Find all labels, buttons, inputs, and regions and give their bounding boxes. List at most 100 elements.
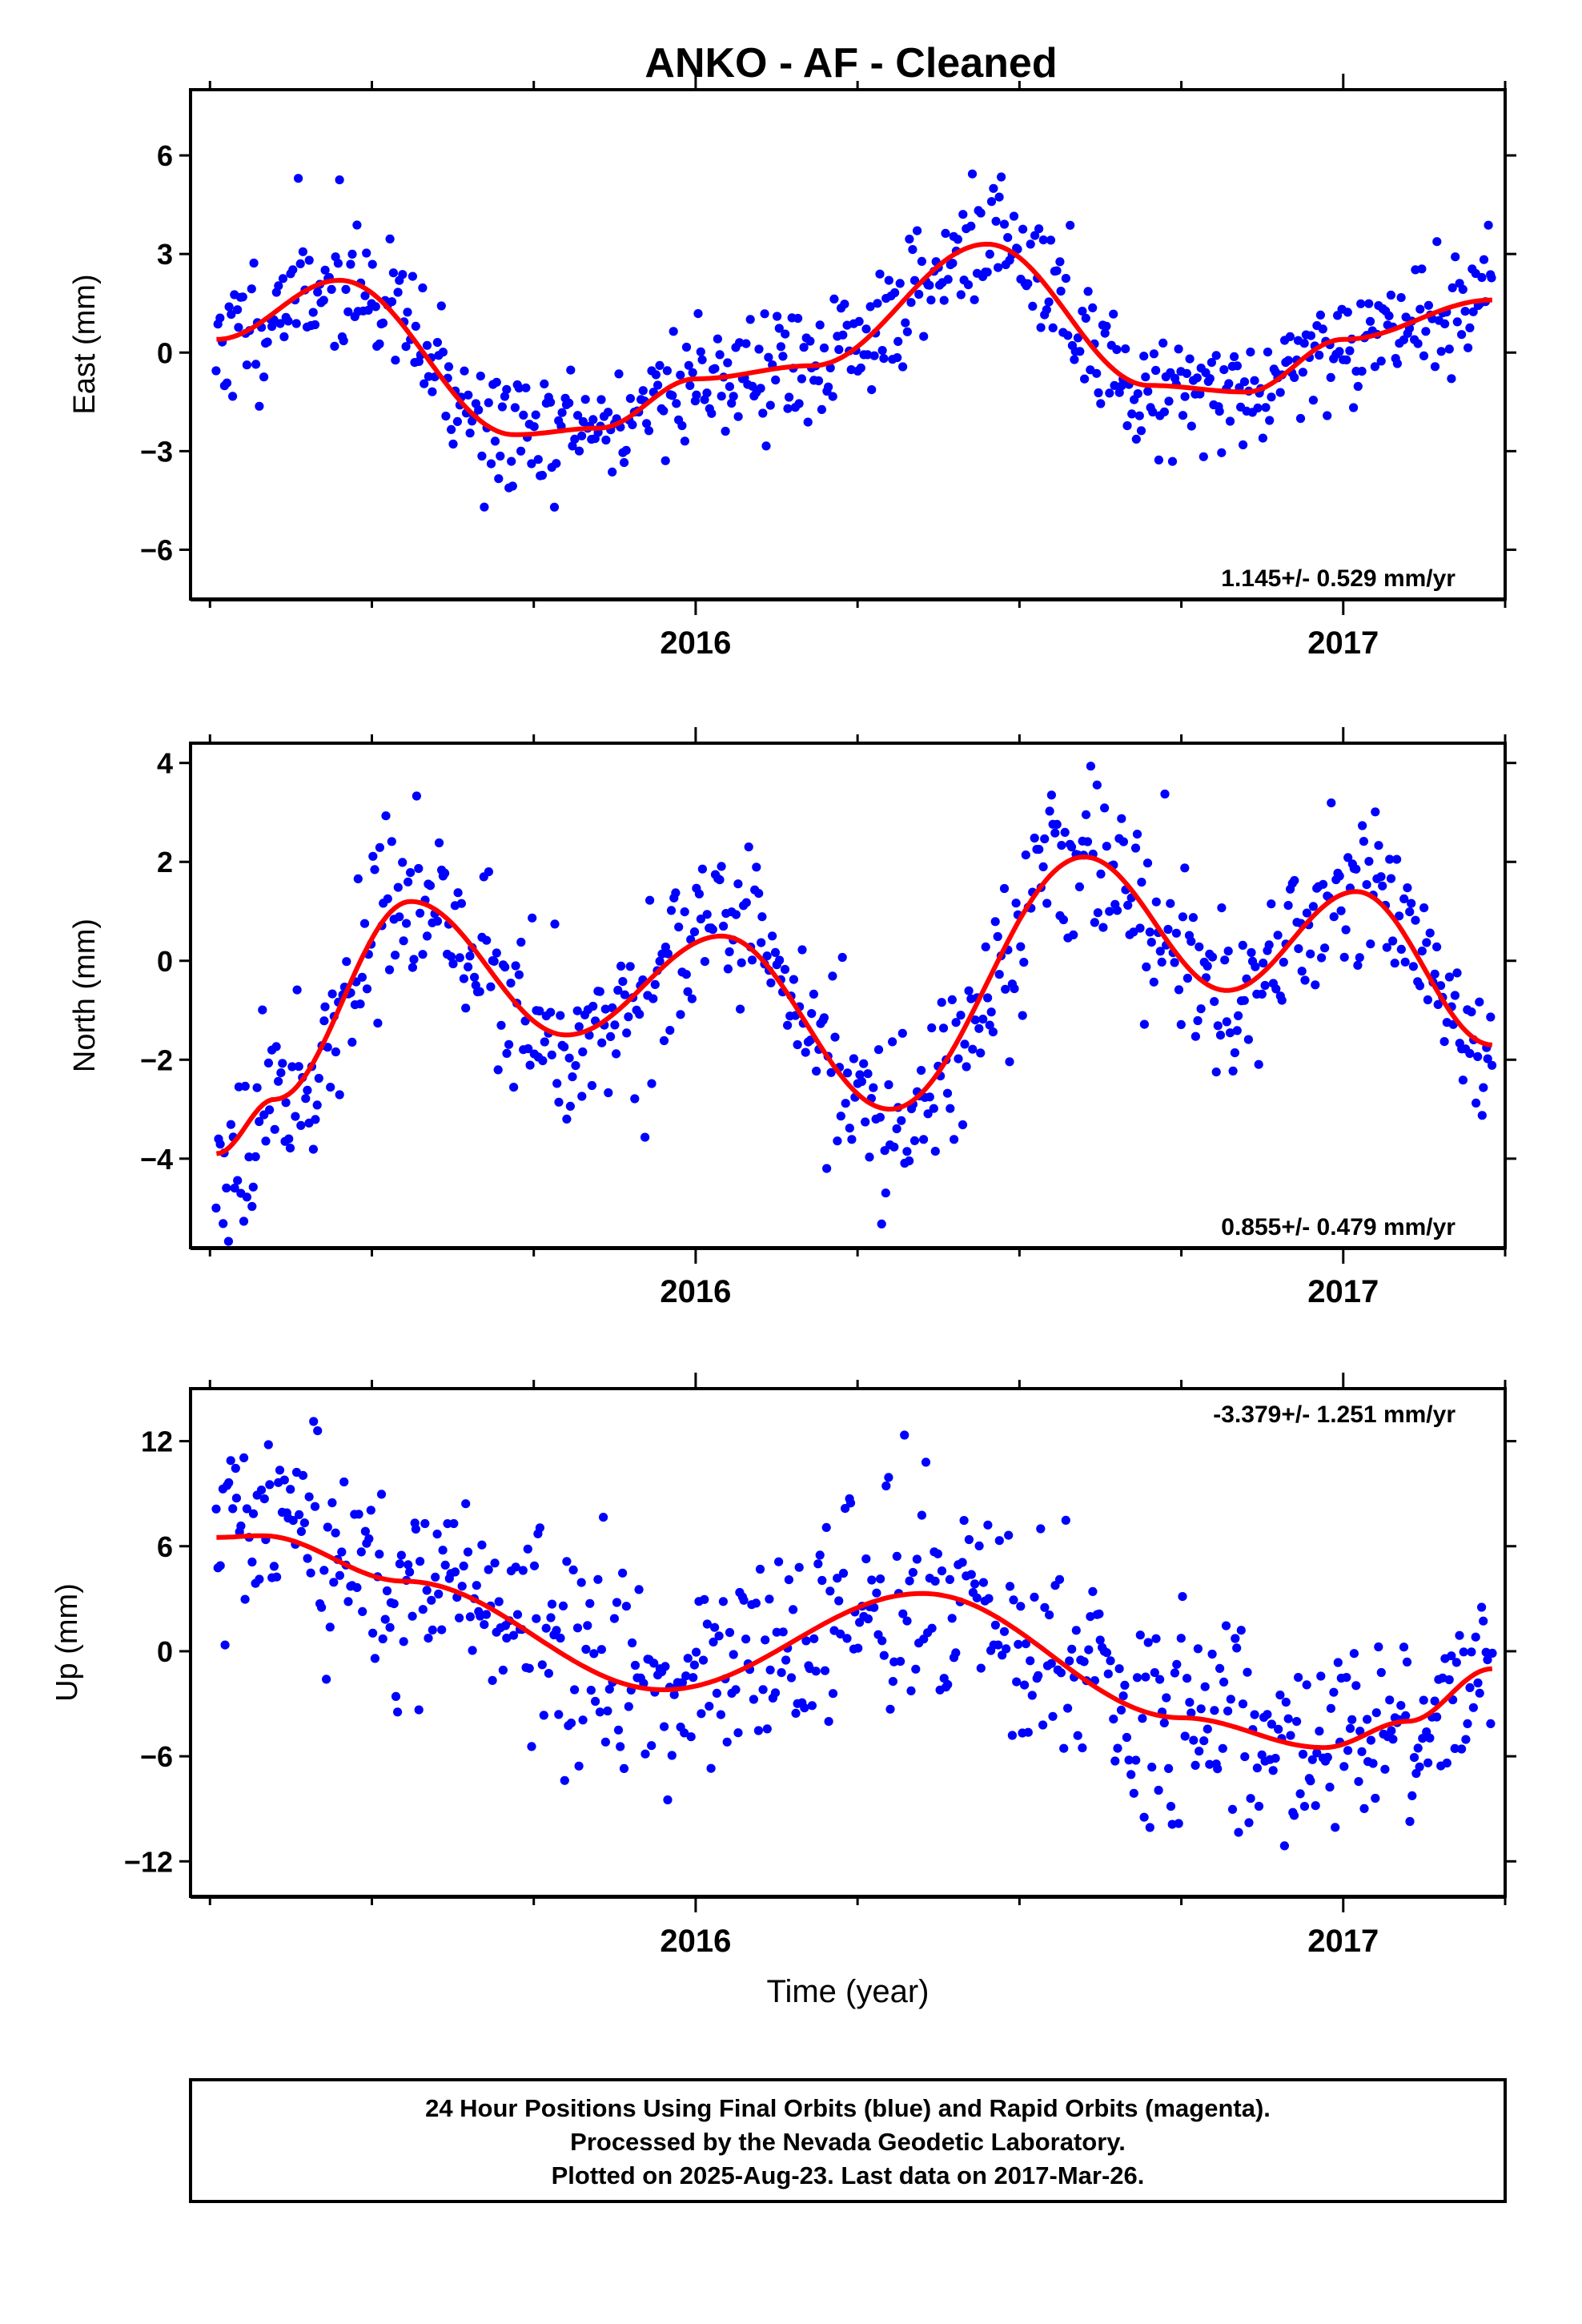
data-point	[287, 1062, 297, 1072]
data-point	[450, 1567, 460, 1577]
data-point	[1315, 350, 1324, 360]
data-point	[981, 942, 990, 951]
data-point	[847, 1135, 857, 1144]
data-point	[708, 925, 717, 935]
data-point	[1354, 1777, 1363, 1787]
data-point	[408, 963, 417, 972]
data-point	[1467, 1647, 1476, 1657]
data-point	[362, 248, 371, 258]
data-point	[591, 1696, 600, 1707]
data-point	[1422, 938, 1431, 947]
data-point	[618, 1568, 628, 1578]
data-point	[608, 467, 617, 477]
data-point	[1358, 821, 1367, 830]
data-point	[613, 1725, 624, 1735]
data-point	[346, 259, 355, 269]
plot-area	[211, 169, 1496, 512]
data-point	[1030, 1592, 1039, 1602]
data-point	[1484, 220, 1493, 230]
data-point	[1263, 348, 1273, 357]
data-point	[1435, 981, 1446, 991]
data-point	[1226, 1695, 1235, 1704]
data-point	[879, 1651, 889, 1660]
data-point	[707, 408, 717, 418]
data-point	[785, 392, 794, 402]
data-point	[1388, 936, 1398, 946]
data-point	[669, 1690, 679, 1699]
data-point	[761, 1635, 770, 1645]
data-point	[1461, 1735, 1471, 1744]
data-point	[747, 955, 757, 965]
data-point	[714, 1631, 724, 1641]
data-point	[1170, 1668, 1179, 1678]
data-point	[1065, 1656, 1074, 1666]
data-point	[875, 1112, 885, 1122]
data-point	[765, 400, 775, 410]
data-point	[488, 1675, 497, 1685]
data-point	[671, 888, 681, 898]
data-point	[774, 1557, 784, 1566]
data-point	[255, 1116, 264, 1127]
data-point	[1353, 381, 1363, 392]
data-point	[1074, 882, 1084, 891]
data-point	[1411, 915, 1420, 925]
panels-group: −6 −3 0 3 6 2016 2017 East (mm) 1.145+/- 0.529 m…	[50, 74, 1516, 2009]
data-point	[819, 1013, 829, 1023]
data-point	[1267, 392, 1276, 402]
data-point	[686, 1732, 696, 1742]
data-point	[578, 1047, 588, 1057]
data-point	[1207, 358, 1216, 368]
data-point	[1136, 426, 1146, 436]
data-point	[215, 1140, 225, 1149]
data-point	[498, 1665, 508, 1675]
data-point	[797, 945, 807, 955]
data-point	[1299, 339, 1309, 348]
data-point	[644, 426, 654, 436]
data-point	[465, 428, 475, 438]
data-point	[1127, 409, 1137, 419]
data-point	[1382, 943, 1391, 952]
y-tick-label: 0	[157, 1635, 173, 1668]
plot-area	[211, 762, 1497, 1246]
data-point	[1143, 1638, 1153, 1647]
data-point	[722, 1737, 732, 1747]
data-point	[327, 284, 336, 294]
data-point	[1069, 930, 1078, 939]
data-point	[999, 1626, 1010, 1636]
data-point	[278, 1059, 287, 1068]
rate-annotation: -3.379+/- 1.251 mm/yr	[1213, 1401, 1456, 1428]
data-point	[1447, 374, 1456, 384]
data-point	[1247, 947, 1256, 958]
data-point	[1392, 359, 1402, 368]
data-point	[900, 1430, 909, 1440]
data-point	[773, 312, 782, 321]
data-point	[1196, 1704, 1206, 1714]
data-point	[1081, 313, 1090, 323]
data-point	[438, 1546, 448, 1555]
data-point	[1058, 915, 1068, 925]
data-point	[482, 935, 492, 945]
data-point	[1061, 1515, 1070, 1525]
data-point	[1311, 1801, 1320, 1811]
data-point	[596, 395, 606, 404]
data-point	[1205, 374, 1215, 384]
data-point	[877, 1636, 887, 1646]
data-point	[1093, 908, 1102, 918]
data-point	[224, 302, 234, 312]
data-point	[647, 1741, 656, 1751]
data-point	[484, 867, 494, 877]
data-point	[1306, 331, 1315, 340]
data-point	[752, 862, 761, 872]
data-point	[783, 1020, 793, 1030]
data-point	[1174, 985, 1184, 995]
data-point	[954, 1054, 963, 1063]
data-point	[873, 299, 882, 308]
data-point	[541, 1623, 551, 1633]
data-point	[1213, 1021, 1223, 1031]
data-point	[799, 343, 809, 352]
data-point	[384, 965, 395, 975]
data-point	[1345, 1723, 1355, 1733]
data-point	[1415, 304, 1425, 314]
data-point	[1316, 1671, 1326, 1681]
data-point	[438, 348, 448, 357]
